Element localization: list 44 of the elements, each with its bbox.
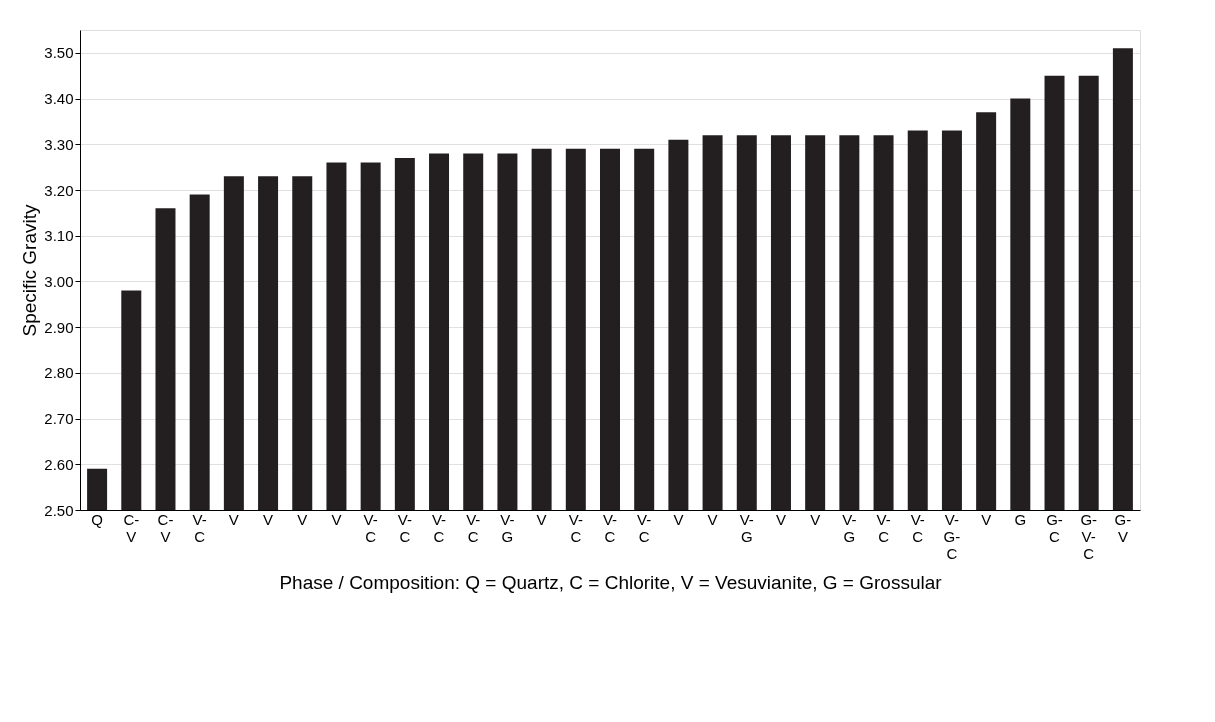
x-tick-label: V-C xyxy=(602,510,618,545)
x-tick-label: G xyxy=(1014,510,1027,528)
x-tick-label: V xyxy=(331,510,342,528)
x-axis-title: Phase / Composition: Q = Quartz, C = Chlorite, V = Vesuvianite, G = Grossular xyxy=(279,571,943,593)
y-tick-label: 3.00 xyxy=(44,272,74,290)
y-tick-label: 2.80 xyxy=(44,364,74,382)
x-tick-label: V-C xyxy=(910,510,925,545)
x-tick-label: V-C xyxy=(568,510,583,545)
y-tick-label: 3.10 xyxy=(44,227,74,245)
x-tick-label: V-C xyxy=(363,510,378,545)
x-tick-label: G-V xyxy=(1114,510,1132,545)
x-tick-label: V-C xyxy=(192,510,207,545)
x-tick-label: V-C xyxy=(431,510,447,545)
x-tick-label: C-V xyxy=(123,510,140,545)
x-tick-label: V xyxy=(263,510,274,528)
x-tick-label: V xyxy=(228,510,239,528)
x-tick-label: V-G xyxy=(842,510,857,545)
x-tick-label: V-C xyxy=(466,510,481,545)
y-tick-label: 3.20 xyxy=(44,181,74,199)
x-tick-label: G-C xyxy=(1046,510,1063,545)
y-tick-label: 2.70 xyxy=(44,410,74,428)
y-tick-label: 3.50 xyxy=(44,44,74,62)
y-tick-label: 3.30 xyxy=(44,135,74,153)
y-tick-label: 2.50 xyxy=(44,501,74,519)
x-tick-label: V-C xyxy=(637,510,652,545)
x-tick-label: V-C xyxy=(876,510,891,545)
y-tick-label: 3.40 xyxy=(44,90,74,108)
x-tick-label: V xyxy=(775,510,786,528)
y-tick-label: 2.60 xyxy=(44,455,74,473)
x-tick-label: V xyxy=(981,510,992,528)
x-tick-label: C-V xyxy=(157,510,174,545)
y-tick-label: 2.90 xyxy=(44,318,74,336)
x-tick-label: V xyxy=(673,510,684,528)
x-tick-label: V xyxy=(297,510,308,528)
x-tick-label: V-C xyxy=(397,510,412,545)
x-tick-label: Q xyxy=(91,510,103,528)
x-tick-label: V-G xyxy=(739,510,754,545)
y-axis-title: Specific Gravity xyxy=(19,204,41,337)
x-tick-label: G-V-C xyxy=(1080,510,1098,562)
x-tick-label: V xyxy=(707,510,718,528)
x-tick-label: V xyxy=(536,510,547,528)
x-tick-label: V-G-C xyxy=(943,510,961,562)
x-tick-label: V xyxy=(810,510,821,528)
x-tick-label: V-G xyxy=(500,510,515,545)
